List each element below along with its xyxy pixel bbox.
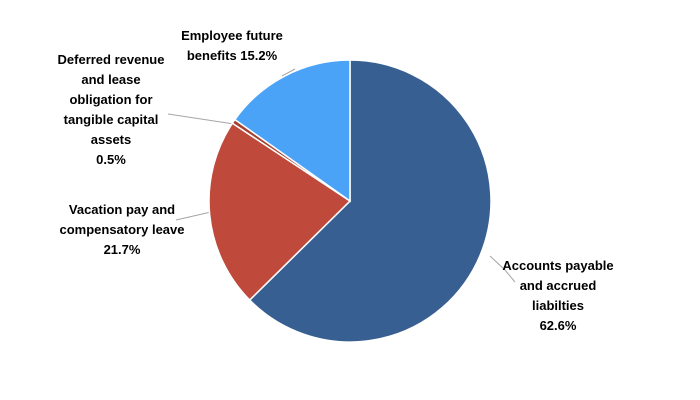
label-value: 0.5% bbox=[96, 152, 126, 167]
data-label: Deferred revenue and lease obligation fo… bbox=[50, 50, 172, 170]
data-label: Accounts payable and accrued liabilties … bbox=[500, 256, 616, 336]
leader-line bbox=[489, 255, 516, 283]
leader-line bbox=[281, 68, 296, 77]
label-value: 21.7% bbox=[103, 242, 141, 257]
pie-slice bbox=[208, 122, 352, 302]
pie-slice bbox=[248, 59, 492, 343]
label-value: 62.6% bbox=[539, 318, 577, 333]
label-category: Accounts payable and accrued liabilties bbox=[502, 258, 614, 313]
label-value: 15.2% bbox=[240, 48, 278, 63]
data-label: Vacation pay and compensatory leave 21.7… bbox=[56, 200, 188, 260]
pie-slice bbox=[233, 59, 351, 203]
leader-line bbox=[167, 113, 235, 125]
label-category: Employee future benefits bbox=[181, 28, 283, 63]
data-label: Employee future benefits 15.2% bbox=[170, 26, 294, 66]
label-category: Deferred revenue and lease obligation fo… bbox=[57, 52, 165, 147]
label-category: Vacation pay and compensatory leave bbox=[59, 202, 185, 237]
leader-line bbox=[175, 211, 212, 221]
